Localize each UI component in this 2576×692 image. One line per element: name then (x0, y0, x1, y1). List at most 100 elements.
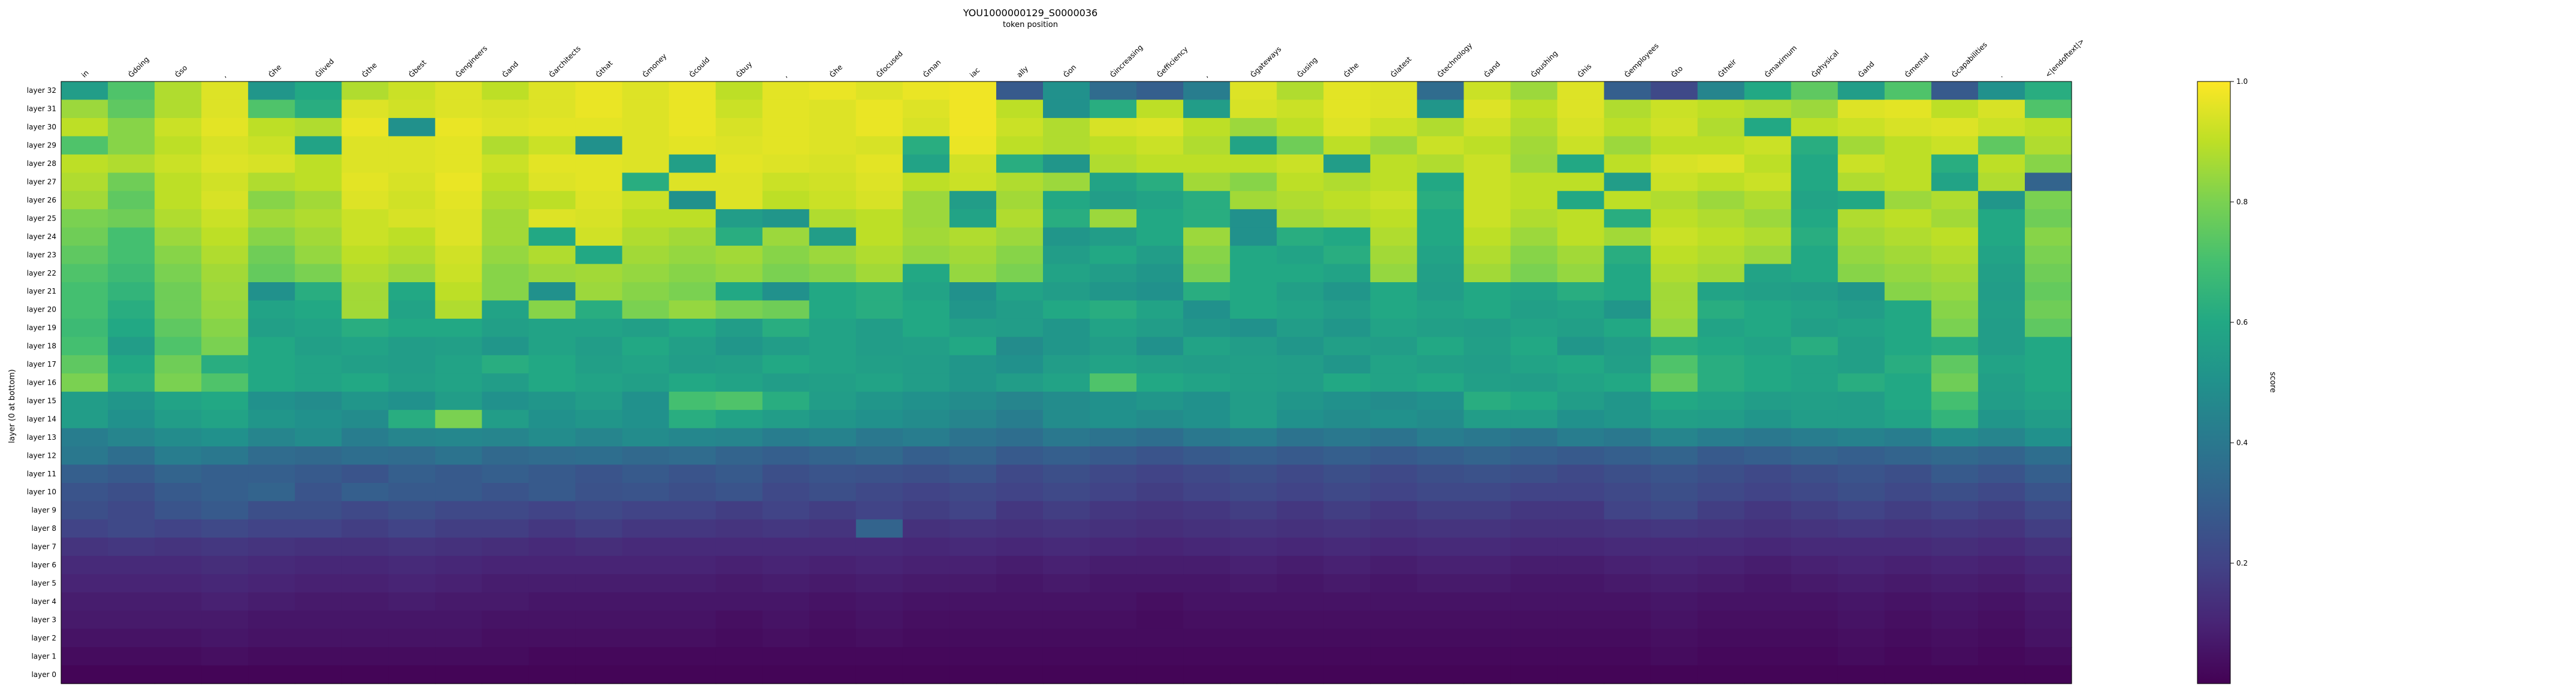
heatmap-cell (622, 318, 670, 337)
heatmap-cell (575, 464, 623, 484)
heatmap-cell (1510, 337, 1558, 356)
heatmap-cell (1136, 537, 1184, 557)
heatmap-cell (1136, 483, 1184, 502)
heatmap-cell (108, 391, 155, 410)
heatmap-cell (622, 337, 670, 356)
heatmap-cell (809, 391, 857, 410)
x-tick-label: Ġhe (827, 62, 844, 79)
heatmap-cell (1557, 373, 1605, 392)
heatmap-cell (1136, 136, 1184, 155)
heatmap-cell (155, 483, 202, 502)
heatmap-cell (201, 628, 249, 648)
heatmap-cell (949, 154, 997, 173)
heatmap-cell (1650, 555, 1698, 575)
heatmap-cell (482, 99, 530, 119)
heatmap-cell (1744, 355, 1792, 374)
heatmap-cell (295, 428, 342, 447)
heatmap-cell (622, 154, 670, 173)
heatmap-cell (1277, 611, 1324, 630)
heatmap-cell (1230, 300, 1277, 319)
heatmap-cell (295, 483, 342, 502)
heatmap-cell (1230, 99, 1277, 119)
heatmap-cell (1791, 647, 1839, 666)
heatmap-cell (1090, 483, 1137, 502)
heatmap-cell (155, 136, 202, 155)
heatmap-cell (1604, 154, 1652, 173)
heatmap-cell (1323, 501, 1371, 520)
heatmap-cell (996, 173, 1044, 192)
heatmap-cell (61, 99, 108, 119)
heatmap-cell (1604, 136, 1652, 155)
heatmap-cell (1978, 227, 2025, 246)
heatmap-cell (1277, 136, 1324, 155)
heatmap-cell (1744, 191, 1792, 210)
heatmap-cell (201, 191, 249, 210)
heatmap-cell (1417, 592, 1464, 611)
y-tick-label: layer 22 (27, 269, 56, 277)
heatmap-cell (61, 537, 108, 557)
heatmap-cell (1837, 300, 1885, 319)
heatmap-cell (388, 81, 436, 101)
heatmap-cell (1042, 574, 1090, 593)
heatmap-cell (528, 337, 576, 356)
heatmap-cell (996, 191, 1044, 210)
heatmap-cell (949, 373, 997, 392)
heatmap-cell (1230, 611, 1277, 630)
heatmap-cell (2024, 337, 2072, 356)
heatmap-cell (715, 227, 763, 246)
heatmap-cell (435, 99, 483, 119)
heatmap-cell (575, 318, 623, 337)
heatmap-cell (1837, 318, 1885, 337)
heatmap-cell (1464, 282, 1511, 301)
heatmap-cell (61, 611, 108, 630)
heatmap-cell (108, 501, 155, 520)
heatmap-cell (669, 519, 716, 538)
heatmap-cell (1931, 464, 1979, 484)
y-tick-label: layer 25 (27, 214, 56, 222)
heatmap-cell (1042, 318, 1090, 337)
heatmap-cell (1370, 337, 1417, 356)
heatmap-cell (435, 246, 483, 265)
heatmap-cell (61, 227, 108, 246)
y-tick-label: layer 26 (27, 196, 56, 204)
heatmap-cell (1417, 483, 1464, 502)
heatmap-cell (295, 391, 342, 410)
heatmap-cell (762, 501, 810, 520)
heatmap-cell (482, 373, 530, 392)
heatmap-cell (1604, 391, 1652, 410)
heatmap-cell (762, 665, 810, 684)
heatmap-cell (949, 410, 997, 429)
heatmap-cell (1183, 173, 1230, 192)
heatmap-cell (2024, 665, 2072, 684)
heatmap-cell (1464, 191, 1511, 210)
heatmap-cell (295, 117, 342, 137)
heatmap-cell (575, 647, 623, 666)
heatmap-cell (1837, 99, 1885, 119)
heatmap-cell (1604, 81, 1652, 101)
heatmap-cell (435, 154, 483, 173)
heatmap-cell (809, 501, 857, 520)
heatmap-cell (295, 611, 342, 630)
heatmap-cell (1277, 628, 1324, 648)
heatmap-cell (622, 227, 670, 246)
heatmap-cell (1510, 446, 1558, 466)
heatmap-cell (388, 264, 436, 283)
heatmap-cell (1136, 373, 1184, 392)
heatmap-cell (435, 464, 483, 484)
heatmap-cell (809, 191, 857, 210)
heatmap-cell (1042, 355, 1090, 374)
x-tick-label: Ġand (1856, 59, 1876, 79)
heatmap-cell (482, 246, 530, 265)
heatmap-cell (341, 592, 389, 611)
heatmap-cell (1697, 628, 1745, 648)
heatmap-cell (1183, 483, 1230, 502)
heatmap-cell (1884, 264, 1932, 283)
heatmap-cell (201, 209, 249, 228)
heatmap-cell (902, 282, 950, 301)
heatmap-cell (1650, 428, 1698, 447)
heatmap-cell (715, 391, 763, 410)
heatmap-cell (295, 191, 342, 210)
heatmap-cell (482, 318, 530, 337)
heatmap-cell (809, 246, 857, 265)
heatmap-cell (108, 300, 155, 319)
